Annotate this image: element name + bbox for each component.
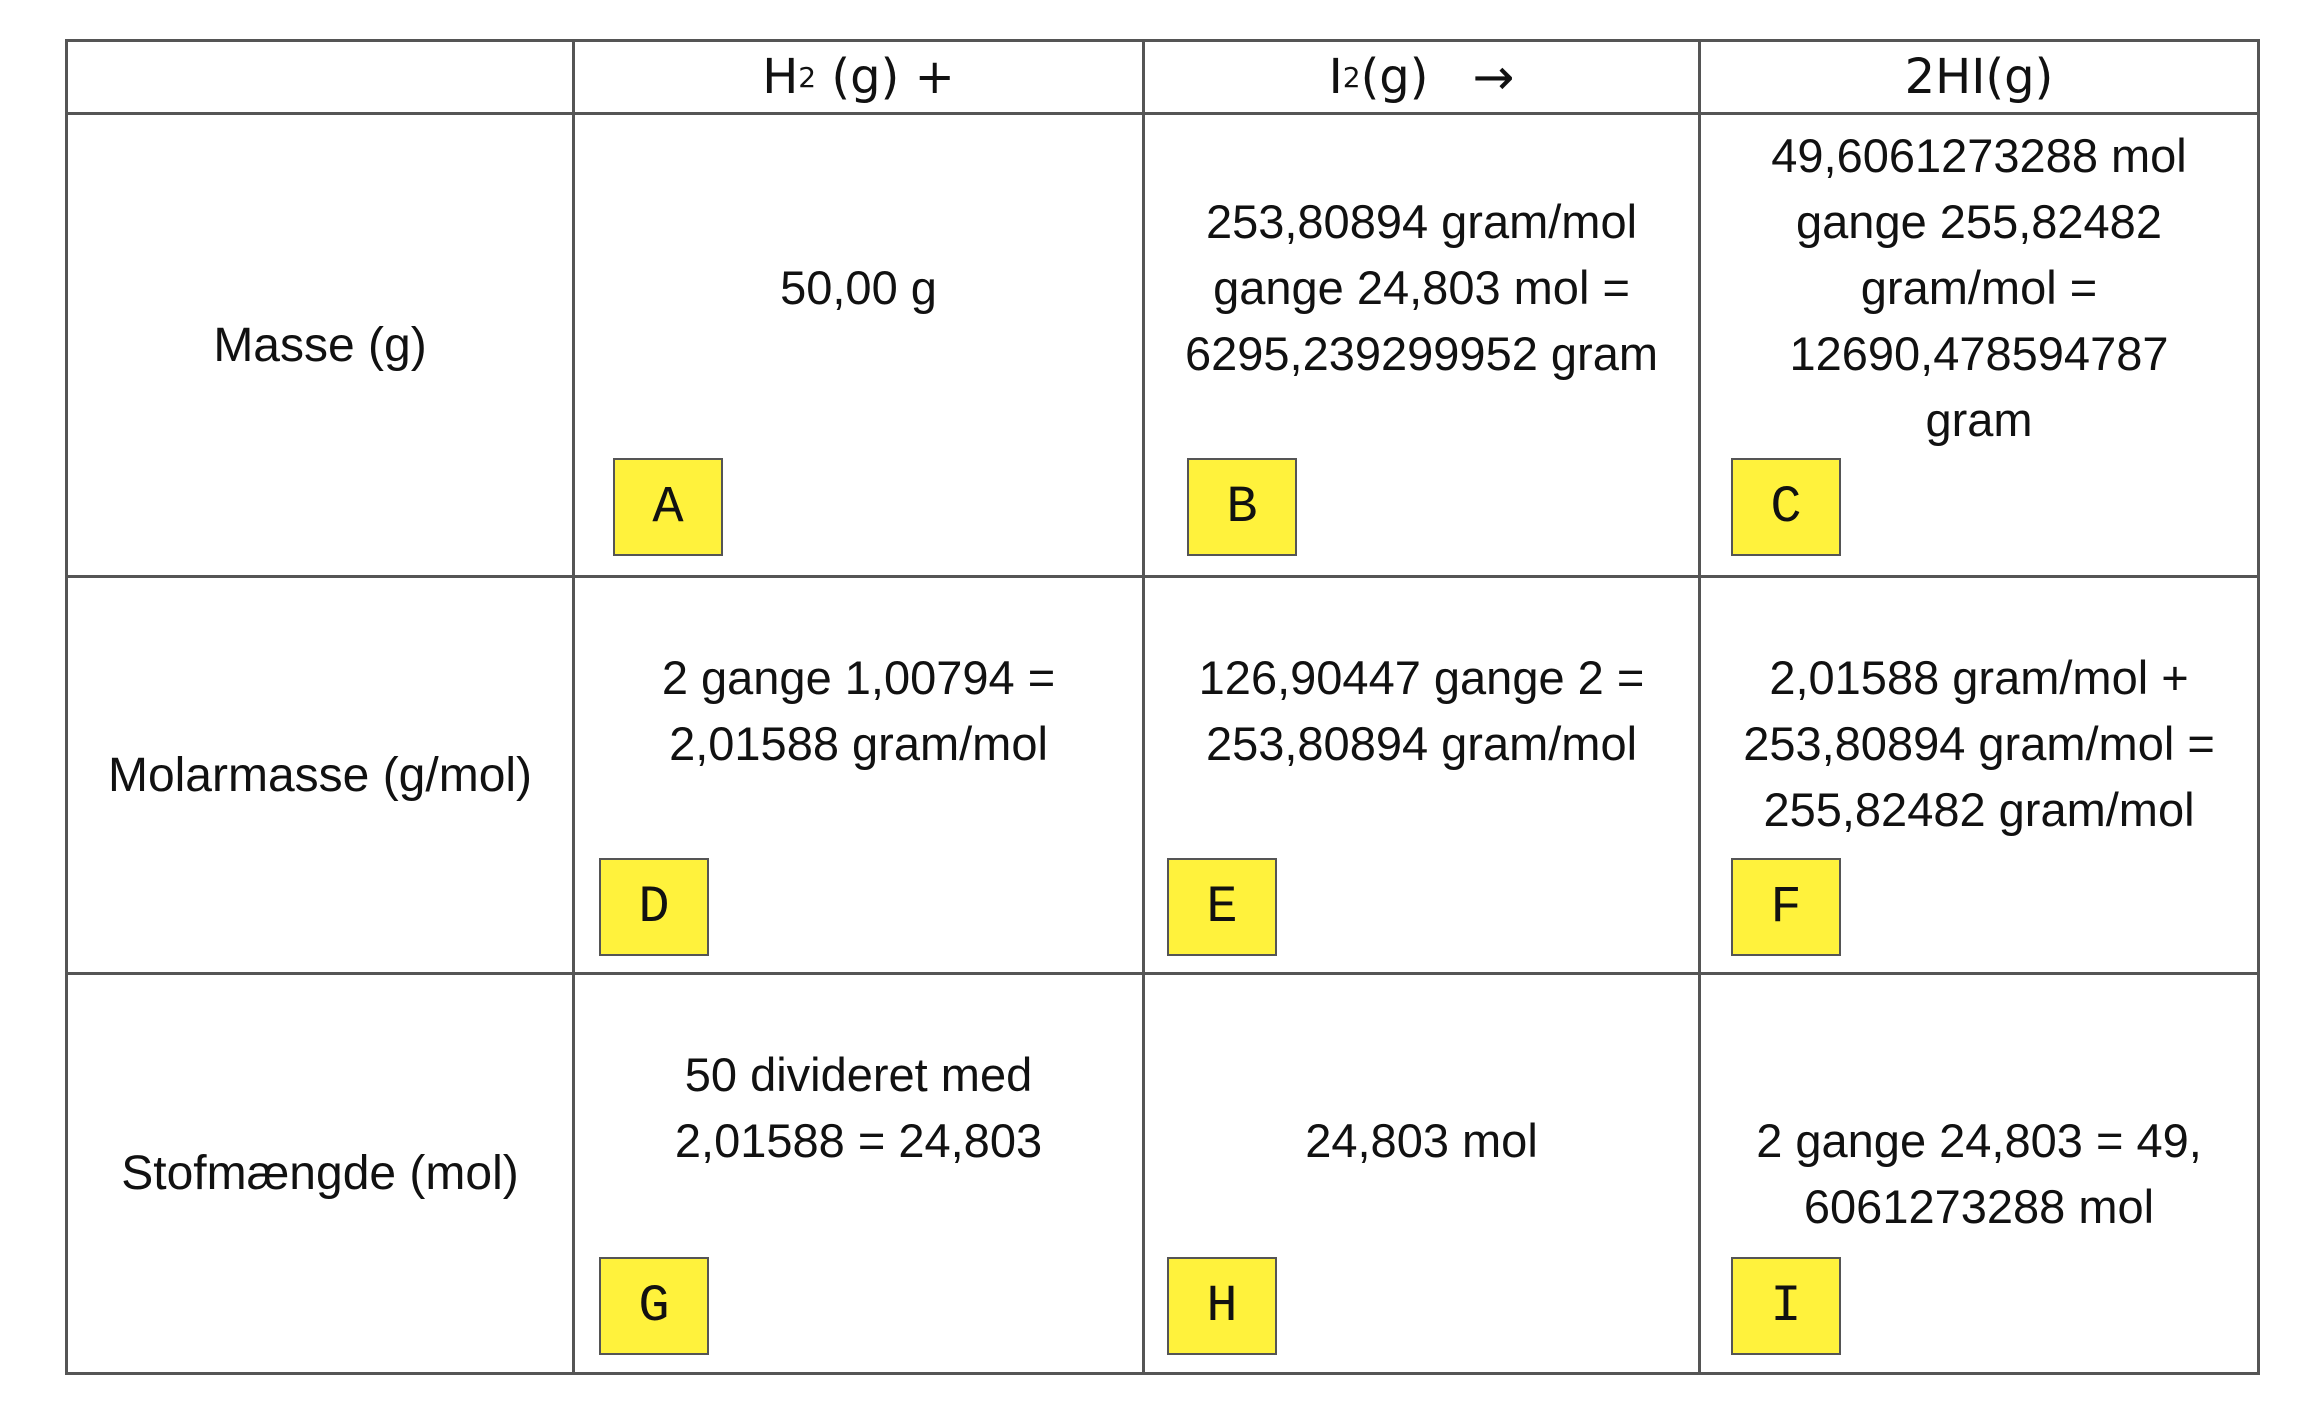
header-h2-symbol: H	[762, 49, 799, 105]
row-label-molarmasse: Molarmasse (g/mol)	[68, 578, 575, 975]
cell-molarmasse-i2: 126,90447 gange 2 = 253,80894 gram/mol E	[1145, 578, 1701, 975]
header-hi: 2HI(g)	[1701, 42, 2257, 115]
cell-value: 2,01588 gram/mol + 253,80894 gram/mol = …	[1743, 651, 2215, 836]
header-h2-subscript: 2	[798, 60, 817, 94]
cell-stofmaengde-h2: 50 divideret med 2,01588 = 24,803 G	[575, 975, 1145, 1372]
header-hi-label: 2HI(g)	[1904, 49, 2054, 105]
row-label-stofmaengde: Stofmængde (mol)	[68, 975, 575, 1372]
tag-label: B	[1187, 458, 1297, 556]
tag-label: G	[599, 1257, 709, 1355]
tag-label: C	[1731, 458, 1841, 556]
tag-label: E	[1167, 858, 1277, 956]
cell-value: 253,80894 gram/mol gange 24,803 mol = 62…	[1184, 195, 1658, 380]
cell-value: 24,803 mol	[1305, 1114, 1538, 1167]
row-label-text: Masse (g)	[213, 318, 427, 372]
header-i2: I 2 (g) →	[1145, 42, 1701, 115]
header-h2-state: (g) +	[816, 49, 955, 105]
cell-stofmaengde-hi: 2 gange 24,803 = 49, 6061273288 mol I	[1701, 975, 2257, 1372]
cell-masse-h2: 50,00 g A	[575, 115, 1145, 578]
cell-value: 126,90447 gange 2 = 253,80894 gram/mol	[1198, 651, 1645, 770]
row-label-text: Molarmasse (g/mol)	[107, 748, 533, 802]
cell-molarmasse-hi: 2,01588 gram/mol + 253,80894 gram/mol = …	[1701, 578, 2257, 975]
cell-value: 50,00 g	[780, 261, 937, 314]
cell-stofmaengde-i2: 24,803 mol H	[1145, 975, 1701, 1372]
tag-label: D	[599, 858, 709, 956]
tag-label: A	[613, 458, 723, 556]
cell-masse-hi: 49,6061273288 mol gange 255,82482 gram/m…	[1701, 115, 2257, 578]
header-i2-state: (g)	[1360, 49, 1429, 105]
cell-molarmasse-h2: 2 gange 1,00794 = 2,01588 gram/mol D	[575, 578, 1145, 975]
cell-value: 49,6061273288 mol gange 255,82482 gram/m…	[1771, 129, 2187, 446]
reaction-arrow-icon: →	[1472, 48, 1515, 106]
cell-masse-i2: 253,80894 gram/mol gange 24,803 mol = 62…	[1145, 115, 1701, 578]
corner-cell	[68, 42, 575, 115]
tag-label: I	[1731, 1257, 1841, 1355]
header-i2-symbol: I	[1328, 49, 1343, 105]
header-i2-subscript: 2	[1342, 60, 1361, 94]
cell-value: 50 divideret med 2,01588 = 24,803	[674, 1048, 1043, 1167]
row-label-masse: Masse (g)	[68, 115, 575, 578]
cell-value: 2 gange 1,00794 = 2,01588 gram/mol	[661, 651, 1056, 770]
tag-label: H	[1167, 1257, 1277, 1355]
tag-label: F	[1731, 858, 1841, 956]
cell-value: 2 gange 24,803 = 49, 6061273288 mol	[1756, 1114, 2202, 1233]
row-label-text: Stofmængde (mol)	[121, 1147, 519, 1200]
